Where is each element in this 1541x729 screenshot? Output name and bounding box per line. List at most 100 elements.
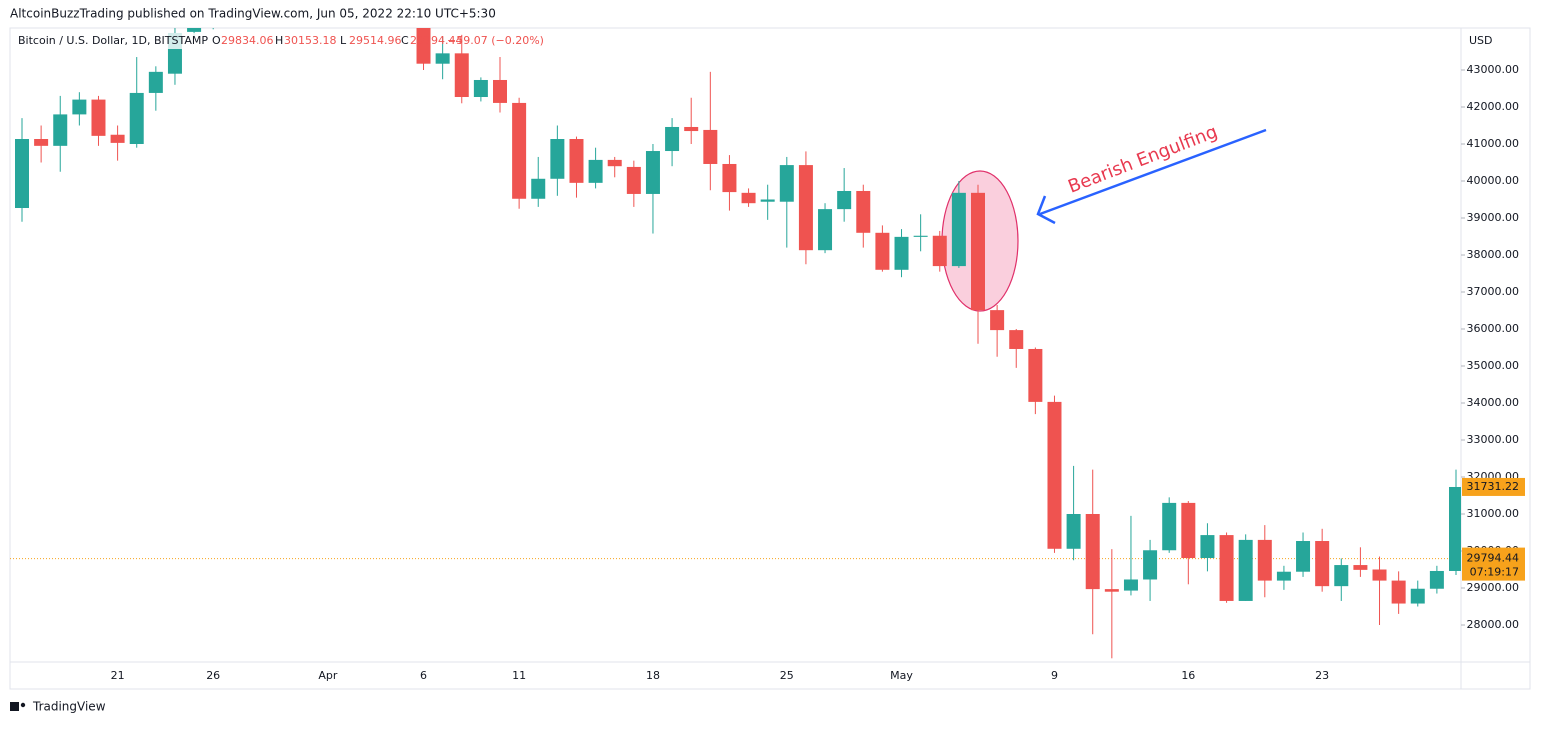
- candle-body: [1334, 565, 1349, 587]
- candle-body: [454, 53, 469, 98]
- legend-title: Bitcoin / U.S. Dollar, 1D, BITSTAMP: [18, 34, 208, 47]
- candle-body: [779, 165, 794, 202]
- close-price-label: 29794.44: [1467, 552, 1520, 565]
- ohlc-label: C: [401, 34, 409, 47]
- y-tick-label: 37000.00: [1467, 285, 1520, 298]
- candle-body: [645, 151, 660, 194]
- ohlc-value: 29794.44: [410, 34, 463, 47]
- candle-body: [1391, 580, 1406, 604]
- candle-body: [875, 232, 890, 270]
- last-price-box: [1462, 477, 1525, 496]
- ohlc-label: H: [275, 34, 283, 47]
- candle-body: [1028, 348, 1043, 402]
- y-tick-label: 36000.00: [1467, 322, 1520, 335]
- candle-body: [34, 139, 49, 146]
- candle-body: [435, 53, 450, 64]
- candle-body: [913, 235, 928, 237]
- candle-body: [741, 192, 756, 204]
- candle-body: [1047, 401, 1062, 549]
- x-tick-label: Apr: [318, 669, 338, 682]
- candle-body: [15, 139, 29, 209]
- candle-body: [760, 199, 775, 202]
- candle-body: [512, 102, 527, 199]
- candle-body: [72, 99, 87, 115]
- logo-mark: [10, 702, 19, 711]
- y-tick-label: 42000.00: [1467, 100, 1520, 113]
- candle-body: [1200, 535, 1215, 559]
- candle-body: [626, 166, 641, 194]
- ohlc-value: 30153.18: [284, 34, 337, 47]
- frame: [9, 27, 1531, 690]
- arrow-shaft: [1039, 128, 1267, 216]
- candle-body: [932, 235, 947, 267]
- candle-body: [951, 192, 966, 267]
- candle-body: [837, 190, 852, 210]
- last-price-label: 31731.22: [1467, 480, 1520, 493]
- y-tick-label: 34000.00: [1467, 396, 1520, 409]
- candle-body: [531, 178, 546, 199]
- x-tick-label: 18: [646, 669, 660, 682]
- candle-body: [1066, 513, 1081, 549]
- ohlc-legend: O 29834.06 H 30153.18 L 29514.96 C 29794.44−59.…: [212, 34, 544, 47]
- y-tick-label: 38000.00: [1467, 248, 1520, 261]
- candle-body: [703, 129, 718, 164]
- x-tick-label: 16: [1181, 669, 1195, 682]
- candle-body: [569, 139, 584, 183]
- candle-body: [1238, 539, 1253, 601]
- candle-body: [148, 71, 163, 93]
- y-tick-label: 28000.00: [1467, 618, 1520, 631]
- logo-dot: [20, 702, 26, 708]
- candle-body: [1410, 588, 1425, 604]
- candle-body: [1353, 565, 1368, 570]
- y-tick-label: 40000.00: [1467, 174, 1520, 187]
- candle-body: [187, 28, 202, 32]
- x-tick-label: 25: [780, 669, 794, 682]
- candle-body: [1143, 550, 1158, 580]
- candle-body: [665, 126, 680, 152]
- logo: TradingView: [10, 700, 106, 714]
- ohlc-label: L: [340, 34, 347, 47]
- candle-body: [1181, 502, 1196, 559]
- candle-body: [53, 114, 68, 146]
- x-tick-label: 9: [1051, 669, 1058, 682]
- x-tick-label: 6: [420, 669, 427, 682]
- candle-body: [894, 236, 909, 270]
- close-price-box: [1462, 547, 1525, 581]
- candle-body: [1104, 589, 1119, 592]
- candle-body: [722, 163, 737, 193]
- x-tick-label: 26: [206, 669, 220, 682]
- ohlc-value: 29514.96: [349, 34, 402, 47]
- countdown: 07:19:17: [1470, 566, 1519, 579]
- candle-body: [110, 134, 125, 143]
- x-tick-label: 11: [512, 669, 526, 682]
- candle-body: [493, 79, 507, 103]
- candle-body: [1429, 570, 1444, 589]
- x-tick-label: 21: [111, 669, 125, 682]
- y-tick-label: 35000.00: [1467, 359, 1520, 372]
- brand: TradingView: [32, 700, 106, 714]
- ohlc-value: 29834.06: [221, 34, 274, 47]
- candle-body: [550, 139, 565, 179]
- annotation-text: Bearish Engulfing: [1065, 121, 1220, 197]
- candle-body: [416, 28, 431, 64]
- y-tick-label: 39000.00: [1467, 211, 1520, 224]
- y-tick-label: 33000.00: [1467, 433, 1520, 446]
- candle-body: [607, 159, 622, 167]
- candle-body: [1449, 486, 1461, 571]
- candle-body: [1257, 539, 1272, 581]
- candle-body: [1009, 330, 1024, 349]
- legend-bg: [18, 33, 210, 49]
- x-tick-label: 23: [1315, 669, 1329, 682]
- candle-body: [1085, 513, 1100, 590]
- candle-body: [684, 126, 699, 132]
- candle-body: [588, 159, 603, 183]
- candle-body: [856, 190, 871, 233]
- candle-body: [990, 310, 1005, 331]
- y-tick-label: 41000.00: [1467, 137, 1520, 150]
- x-tick-label: May: [890, 669, 913, 682]
- ohlc-change: −59.07 (−0.20%): [447, 34, 544, 47]
- y-tick-label: 31000.00: [1467, 507, 1520, 520]
- candle-body: [1296, 541, 1311, 572]
- annotation-layer: [10, 170, 1461, 560]
